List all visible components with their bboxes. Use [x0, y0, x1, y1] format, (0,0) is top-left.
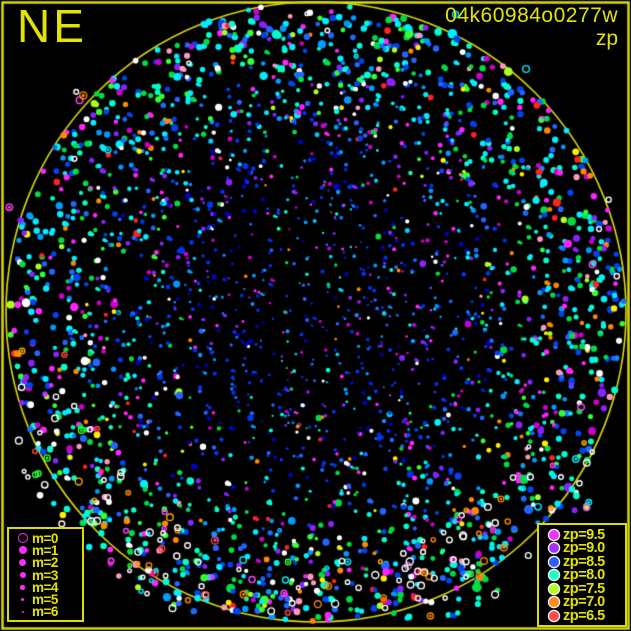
- marker-cell: [13, 572, 32, 579]
- filled-dot-marker: [20, 585, 25, 590]
- zeropoint-legend-row: zp=9.0: [544, 540, 623, 557]
- zeropoint-legend-row: zp=7.5: [544, 580, 623, 597]
- zeropoint-legend-label: zp=6.5: [563, 607, 605, 624]
- zp-color-dot-marker: [548, 597, 559, 608]
- magnitude-legend-label: m=4: [32, 579, 58, 595]
- magnitude-legend-label: m=0: [32, 530, 58, 546]
- marker-cell: [544, 529, 563, 540]
- marker-cell: [544, 570, 563, 581]
- zeropoint-legend-label: zp=9.0: [563, 540, 605, 557]
- zp-mode-label: zp: [595, 27, 618, 51]
- marker-cell: [13, 533, 32, 544]
- frame-id-label: 04k60984o0277w: [445, 4, 618, 27]
- marker-cell: [544, 583, 563, 594]
- marker-cell: [13, 610, 32, 613]
- zeropoint-legend-row: zp=7.0: [544, 594, 623, 611]
- filled-dot-marker: [19, 559, 26, 567]
- zeropoint-legend-row: zp=8.5: [544, 553, 623, 570]
- zeropoint-legend-label: zp=8.5: [563, 553, 605, 570]
- zeropoint-legend-label: zp=8.0: [563, 567, 605, 584]
- orientation-label: NE: [17, 0, 87, 52]
- magnitude-legend-row: m=1: [13, 542, 80, 558]
- zeropoint-legend-label: zp=7.0: [563, 594, 605, 611]
- magnitude-legend-label: m=5: [32, 592, 58, 608]
- zp-color-dot-marker: [548, 610, 559, 621]
- zeropoint-legend-row: zp=6.5: [544, 607, 623, 624]
- zp-color-dot-marker: [548, 543, 559, 554]
- magnitude-legend-row: m=3: [13, 567, 80, 583]
- marker-cell: [13, 585, 32, 590]
- marker-cell: [544, 543, 563, 554]
- magnitude-legend-row: m=2: [13, 555, 80, 571]
- marker-cell: [544, 556, 563, 567]
- marker-cell: [544, 597, 563, 608]
- filled-dot-marker: [18, 546, 27, 555]
- zeropoint-legend-label: zp=9.5: [563, 526, 605, 543]
- zeropoint-legend-label: zp=7.5: [563, 580, 605, 597]
- magnitude-legend-row: m=0: [13, 530, 80, 546]
- marker-cell: [544, 610, 563, 621]
- zeropoint-legend-row: zp=8.0: [544, 567, 623, 584]
- zp-color-dot-marker: [548, 556, 559, 567]
- marker-cell: [13, 597, 32, 602]
- zp-color-dot-marker: [548, 570, 559, 581]
- filled-dot-marker: [19, 572, 26, 579]
- zeropoint-legend-row: zp=9.5: [544, 526, 623, 543]
- zp-color-dot-marker: [548, 583, 559, 594]
- magnitude-legend-label: m=2: [32, 555, 58, 571]
- magnitude-legend-row: m=4: [13, 579, 80, 595]
- filled-dot-marker: [20, 597, 25, 602]
- magnitude-legend-row: m=6: [13, 604, 80, 620]
- magnitude-legend: m=0 m=1 m=2 m=3 m=4 m=5 m=6: [7, 527, 84, 622]
- marker-cell: [13, 546, 32, 555]
- marker-cell: [13, 559, 32, 567]
- zeropoint-legend: zp=9.5 zp=9.0 zp=8.5 zp=8.0 zp=7.5 zp=7.0 zp=6…: [537, 523, 627, 627]
- magnitude-legend-row: m=5: [13, 592, 80, 608]
- zp-color-dot-marker: [548, 529, 559, 540]
- magnitude-legend-label: m=3: [32, 567, 58, 583]
- open-circle-marker: [17, 533, 28, 544]
- header-right: 04k60984o0277w zp: [445, 4, 618, 51]
- magnitude-legend-label: m=6: [32, 604, 58, 620]
- magnitude-legend-label: m=1: [32, 542, 58, 558]
- filled-dot-marker: [21, 610, 24, 613]
